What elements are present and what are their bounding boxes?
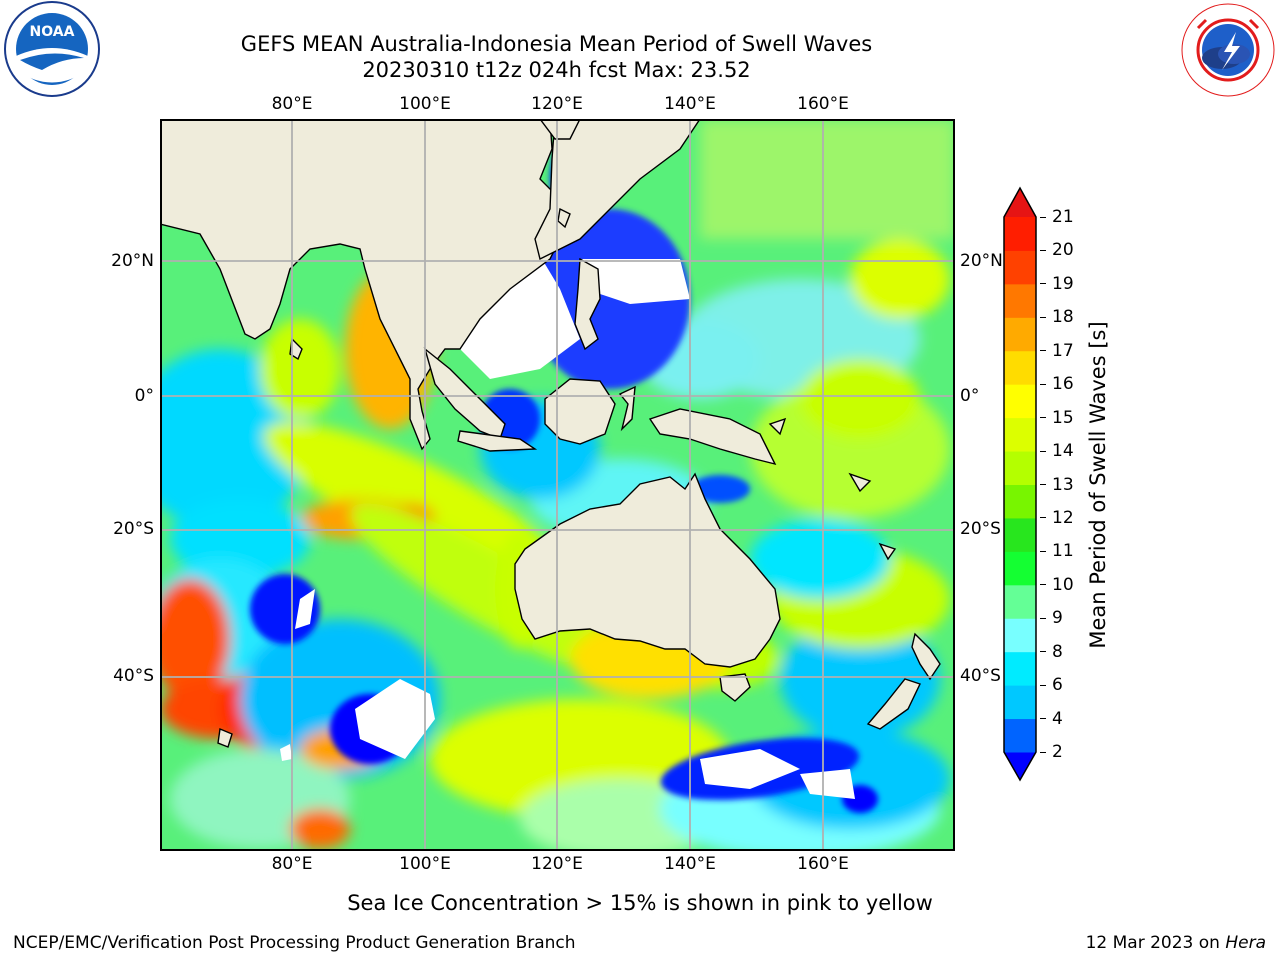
colorbar-tick-label: 20 [1052,240,1074,261]
y-tick-right-20n: 20°N [960,251,1003,271]
x-tick-top-140e: 140°E [664,94,716,114]
colorbar-band [1004,651,1036,686]
swell-field [160,119,955,851]
colorbar-band [1004,417,1036,452]
colorbar-tick-mark [1040,350,1046,352]
colorbar-band [1004,517,1036,552]
colorbar-tick-label: 2 [1052,742,1063,762]
x-tick-top-120e: 120°E [531,94,583,114]
colorbar-tick-mark [1040,249,1046,251]
y-tick-left-40s: 40°S [113,666,154,686]
colorbar-band [1004,685,1036,720]
colorbar-outline [1003,186,1037,782]
colorbar-tick-label: 15 [1052,407,1074,428]
colorbar-tick-label: 4 [1052,708,1063,729]
x-tick-bottom-140e: 140°E [664,854,716,874]
colorbar-band [1004,451,1036,485]
graticule [160,119,955,851]
nws-logo [1178,0,1278,100]
colorbar-tick-label: 11 [1052,541,1074,562]
colorbar-band [1004,484,1036,519]
noaa-logo-text: NOAA [30,24,75,40]
y-tick-right-20s: 20°S [960,519,1001,539]
colorbar-band [1004,618,1036,653]
colorbar-tick-label: 14 [1052,441,1074,462]
colorbar-tick-label: 17 [1052,340,1074,361]
map-panel [160,119,955,851]
colorbar-extend-min [1004,752,1036,780]
colorbar-tick-label: 8 [1052,641,1063,662]
footer-right: 12 Mar 2023 on Hera [1086,933,1266,953]
swell-period-map [160,119,955,851]
map-frame [160,119,955,851]
colorbar-band [1004,584,1036,619]
colorbar-tick-mark [1040,751,1046,753]
colorbar-tick-label: 6 [1052,675,1063,696]
colorbar-band [1004,350,1036,385]
x-tick-bottom-120e: 120°E [531,854,583,874]
chart-title: GEFS MEAN Australia-Indonesia Mean Perio… [240,32,873,56]
colorbar-band [1004,317,1036,352]
colorbar-tick-mark [1040,484,1046,485]
colorbar-tick-label: 9 [1052,608,1063,629]
y-tick-left-0: 0° [134,386,154,406]
colorbar-extend-max [1004,188,1036,217]
colorbar-tick-mark [1040,718,1046,720]
y-tick-left-20n: 20°N [111,251,154,271]
colorbar-tick-mark [1040,417,1046,419]
colorbar-tick-label: 21 [1052,207,1074,227]
y-tick-right-40s: 40°S [960,666,1001,686]
footer-machine: Hera [1225,933,1266,953]
colorbar-tick-mark [1040,216,1046,218]
colorbar-tick-label: 19 [1052,273,1074,294]
colorbar-tick-mark [1040,684,1046,686]
x-tick-bottom-80e: 80°E [271,854,313,874]
colorbar-tick-mark [1040,383,1046,385]
footer-left: NCEP/EMC/Verification Post Processing Pr… [13,933,576,953]
colorbar-tick-mark [1040,584,1046,586]
noaa-logo: NOAA [2,0,102,100]
colorbar-tick-mark [1040,450,1046,452]
colorbar-label: Mean Period of Swell Waves [s] [1086,321,1110,649]
colorbar-band [1004,718,1036,753]
sea-ice-note: Sea Ice Concentration > 15% is shown in … [347,891,933,915]
colorbar-tick-mark [1040,651,1046,653]
colorbar-tick-mark [1040,283,1046,285]
x-tick-top-160e: 160°E [797,94,849,114]
colorbar [1000,186,1040,782]
colorbar-band [1004,250,1036,285]
colorbar-band [1004,283,1036,318]
y-tick-right-0: 0° [960,386,980,406]
colorbar-tick-label: 13 [1052,474,1074,495]
colorbar-band [1004,217,1036,251]
colorbar-tick-label: 16 [1052,374,1074,395]
x-tick-top-80e: 80°E [271,94,313,114]
land-masses [160,119,941,748]
footer-date: 12 Mar 2023 on [1085,933,1226,953]
colorbar-tick-label: 18 [1052,307,1074,328]
chart-subtitle: 20230310 t12z 024h fcst Max: 23.52 [362,58,751,82]
colorbar-tick-mark [1040,316,1046,318]
colorbar-band [1004,384,1036,419]
y-tick-left-20s: 20°S [113,519,154,539]
colorbar-tick-mark [1040,617,1046,619]
colorbar-tick-label: 12 [1052,507,1074,528]
x-tick-bottom-100e: 100°E [399,854,451,874]
colorbar-band [1004,551,1036,586]
colorbar-tick-label: 10 [1052,574,1074,595]
x-tick-top-100e: 100°E [399,94,451,114]
colorbar-tick-mark [1040,517,1046,519]
x-tick-bottom-160e: 160°E [797,854,849,874]
colorbar-tick-mark [1040,550,1046,552]
